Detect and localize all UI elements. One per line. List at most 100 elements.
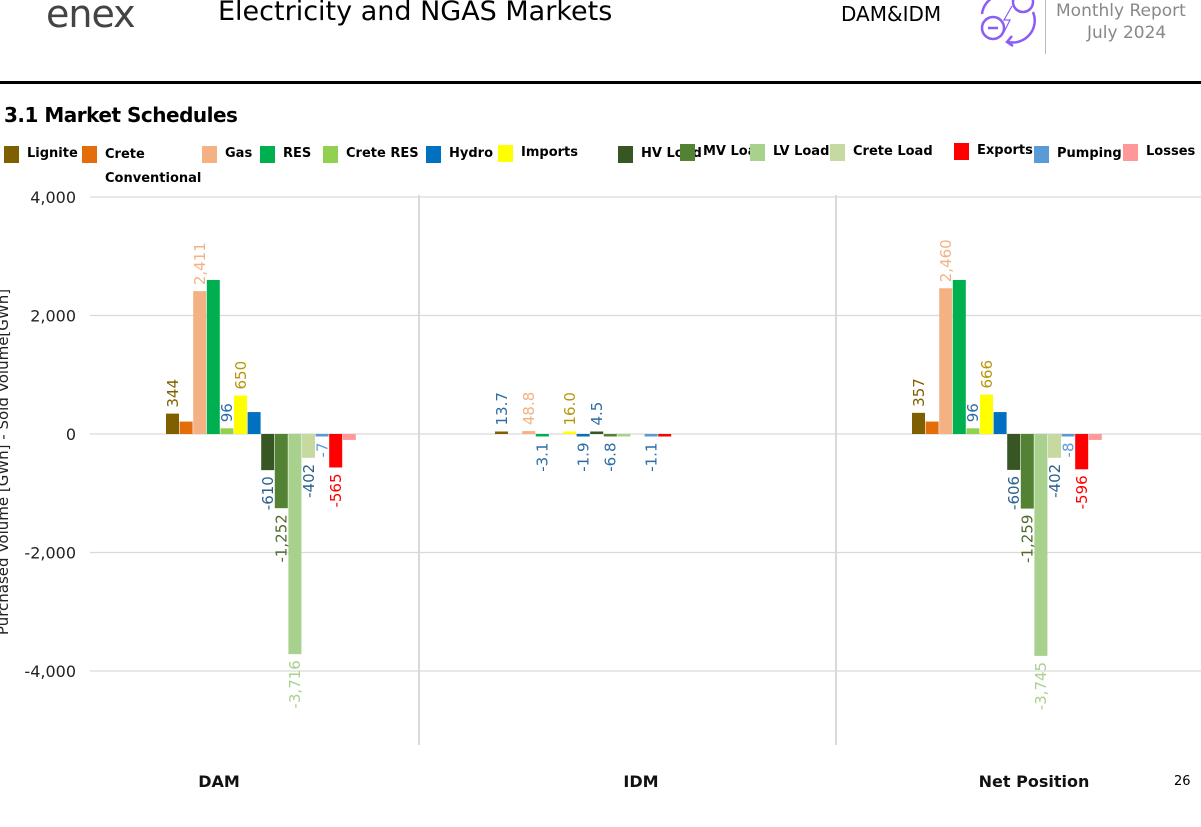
data-label: -3.1	[534, 443, 552, 472]
legend-label: Lignite	[27, 146, 78, 161]
data-label: -1,252	[273, 514, 291, 562]
data-label: 13.7	[493, 392, 511, 425]
section-title: 3.1 Market Schedules	[4, 103, 238, 127]
bar-mv-load	[603, 434, 617, 437]
bar-pumping	[315, 434, 329, 437]
legend-label: LV Load	[773, 144, 830, 159]
legend-item: Crete Conventional	[82, 146, 205, 191]
bar-crete-load	[302, 434, 315, 458]
legend-item: Crete Load	[830, 144, 933, 161]
data-label: -1.9	[574, 443, 592, 472]
y-tick-label: -4,000	[24, 662, 76, 681]
legend-item: Pumping	[1034, 146, 1122, 163]
data-label: -596	[1073, 475, 1091, 509]
bar-hv-load	[590, 431, 604, 434]
bar-crete-load	[1048, 434, 1061, 458]
legend-swatch	[260, 146, 275, 163]
data-label: -402	[1046, 464, 1064, 498]
logo-text: enex	[46, 0, 136, 36]
page-title: Electricity and NGAS Markets	[218, 0, 613, 27]
data-label: 96	[964, 403, 982, 422]
legend-swatch	[4, 146, 19, 163]
y-tick-label: 2,000	[30, 307, 76, 326]
legend-swatch	[954, 143, 969, 160]
bar-crete-conventional	[925, 421, 939, 434]
bar-hydro	[247, 412, 261, 434]
bar-exports	[329, 434, 343, 468]
bar-lv-load	[288, 434, 302, 655]
legend-label: Exports	[977, 143, 1033, 158]
bar-imports	[563, 431, 576, 434]
bar-lignite	[495, 431, 508, 434]
header-divider	[1045, 0, 1046, 54]
data-label: 4.5	[588, 402, 606, 426]
legend-item: Imports	[498, 145, 578, 162]
legend-label: Hydro	[449, 146, 494, 161]
legend-item: Exports	[954, 143, 1033, 160]
data-label: -565	[327, 473, 345, 507]
bar-res	[535, 434, 549, 437]
legend-swatch	[1034, 146, 1049, 163]
legend-item: Crete RES	[323, 146, 419, 163]
bar-crete-res	[220, 428, 234, 434]
legend-swatch	[1123, 144, 1138, 161]
page-number: 26	[1174, 774, 1191, 789]
bar-crete-res	[966, 428, 980, 434]
bar-hv-load	[1007, 434, 1021, 470]
bar-exports	[1075, 434, 1089, 470]
legend-swatch	[830, 144, 845, 161]
data-label: -1,259	[1019, 515, 1037, 563]
category-label: DAM	[198, 772, 240, 791]
bar-res	[952, 279, 966, 434]
bar-mv-load	[1020, 434, 1034, 509]
legend-swatch	[202, 146, 217, 163]
data-label: 2,460	[937, 239, 955, 282]
bar-crete-conventional	[179, 421, 193, 434]
bar-gas	[939, 288, 953, 434]
data-label: -3,716	[286, 660, 304, 708]
legend-label: Imports	[521, 145, 578, 160]
legend-label: Pumping	[1057, 146, 1122, 161]
legend-swatch	[618, 146, 633, 163]
data-label: 357	[910, 378, 928, 407]
category-label: Net Position	[979, 772, 1090, 791]
y-axis-label: Purchased Volume [GWh] - Sold Volume[GWh…	[0, 289, 12, 635]
header-rule	[0, 81, 1201, 84]
legend-swatch	[498, 145, 513, 162]
report-period: July 2024	[1087, 23, 1167, 43]
legend-label: Crete RES	[346, 146, 419, 161]
legend-item: Hydro	[426, 146, 493, 163]
data-label: 2,411	[191, 242, 209, 285]
bar-gas	[193, 291, 207, 434]
category-label: IDM	[623, 772, 658, 791]
legend-item: Lignite	[4, 146, 78, 163]
bar-exports	[658, 434, 672, 437]
bar-lignite	[912, 412, 925, 434]
data-label: 48.8	[520, 392, 538, 425]
data-label: -3,745	[1032, 662, 1050, 710]
data-label: -1.1	[642, 443, 660, 472]
energy-exchange-icon	[980, 0, 1036, 48]
bar-pumping	[1061, 434, 1075, 437]
legend-label: Gas	[225, 146, 253, 161]
bar-lv-load	[1034, 434, 1048, 656]
data-label: 666	[978, 360, 996, 389]
bar-hydro	[576, 434, 590, 437]
bar-losses	[342, 434, 356, 440]
bar-mv-load	[274, 434, 288, 509]
section-tag: DAM&IDM	[841, 2, 942, 26]
bar-res	[206, 279, 220, 434]
legend-swatch	[750, 144, 765, 161]
legend-swatch	[426, 146, 441, 163]
legend-swatch	[680, 144, 695, 161]
report-type: Monthly Report	[1056, 1, 1186, 21]
y-tick-label: -2,000	[24, 544, 76, 563]
bar-hydro	[993, 412, 1007, 434]
legend-label: Crete Conventional	[105, 147, 202, 186]
data-label: 344	[164, 379, 182, 408]
legend-swatch	[82, 146, 97, 163]
legend-label: Crete Load	[853, 144, 933, 159]
bar-imports	[234, 395, 247, 434]
data-label: -6.8	[602, 443, 620, 472]
